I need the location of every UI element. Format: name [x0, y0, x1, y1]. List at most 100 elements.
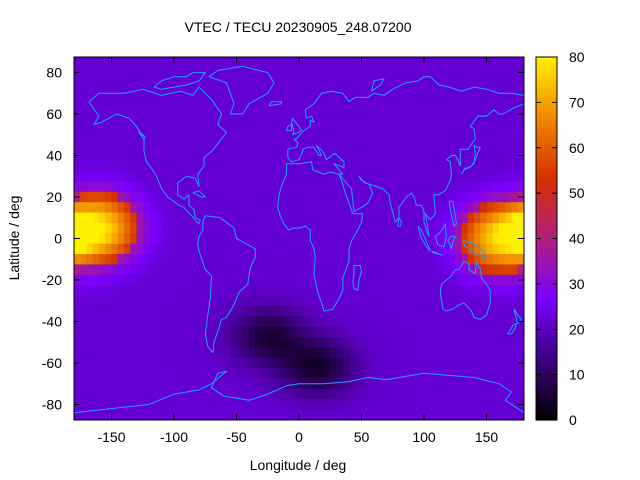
- heatmap-cell: [324, 150, 331, 162]
- heatmap-cell: [217, 171, 225, 183]
- heatmap-cell: [255, 295, 263, 307]
- colorbar-tick-label: 80: [569, 49, 585, 65]
- heatmap-cell: [349, 254, 356, 266]
- heatmap-cell: [249, 191, 256, 203]
- heatmap-cell: [230, 150, 238, 162]
- heatmap-cell: [205, 139, 213, 151]
- heatmap-cell: [349, 357, 356, 369]
- heatmap-cell: [149, 77, 156, 89]
- heatmap-cell: [311, 150, 319, 162]
- heatmap-cell: [267, 160, 275, 172]
- heatmap-cell: [130, 150, 138, 162]
- heatmap-cell: [330, 160, 338, 172]
- heatmap-cell: [436, 378, 444, 390]
- heatmap-cell: [280, 171, 288, 183]
- heatmap-cell: [130, 202, 138, 214]
- heatmap-cell: [349, 295, 356, 307]
- heatmap-cell: [286, 388, 294, 400]
- heatmap-cell: [217, 295, 225, 307]
- colorbar-segment: [536, 414, 557, 418]
- heatmap-cell: [467, 368, 475, 380]
- heatmap-cell: [330, 378, 338, 390]
- heatmap-cell: [242, 316, 250, 328]
- heatmap-cell: [124, 139, 131, 151]
- heatmap-cell: [155, 357, 163, 369]
- heatmap-cell: [117, 191, 125, 203]
- heatmap-cell: [117, 77, 125, 89]
- heatmap-cell: [324, 243, 331, 255]
- heatmap-cell: [99, 316, 106, 328]
- colorbar-segment: [536, 93, 557, 97]
- heatmap-cell: [424, 243, 431, 255]
- heatmap-cell: [386, 160, 394, 172]
- heatmap-cell: [286, 368, 294, 380]
- colorbar-segment: [536, 66, 557, 70]
- heatmap-cell: [130, 368, 138, 380]
- heatmap-cell: [80, 305, 88, 317]
- heatmap-cell: [367, 254, 375, 266]
- heatmap-cell: [86, 305, 94, 317]
- heatmap-cell: [74, 368, 81, 380]
- heatmap-cell: [136, 202, 144, 214]
- heatmap-cell: [492, 285, 500, 297]
- heatmap-cell: [317, 212, 325, 224]
- heatmap-cell: [392, 88, 400, 100]
- heatmap-cell: [505, 337, 513, 348]
- heatmap-cell: [411, 108, 419, 120]
- heatmap-cell: [130, 139, 138, 151]
- heatmap-cell: [174, 98, 181, 110]
- heatmap-cell: [167, 139, 175, 151]
- heatmap-cell: [292, 129, 300, 141]
- colorbar-segment: [536, 339, 557, 343]
- heatmap-cell: [299, 295, 306, 307]
- heatmap-cell: [436, 202, 444, 214]
- heatmap-cell: [492, 108, 500, 120]
- heatmap-cell: [192, 191, 200, 203]
- heatmap-cell: [117, 388, 125, 400]
- heatmap-cell: [430, 212, 438, 224]
- heatmap-cell: [192, 57, 200, 68]
- heatmap-cell: [374, 191, 381, 203]
- heatmap-cell: [242, 274, 250, 286]
- heatmap-cell: [155, 98, 163, 110]
- heatmap-cell: [274, 212, 281, 224]
- heatmap-cell: [299, 274, 306, 286]
- heatmap-cell: [224, 243, 231, 255]
- heatmap-cell: [399, 243, 406, 255]
- heatmap-cell: [255, 316, 263, 328]
- heatmap-cell: [449, 160, 456, 172]
- heatmap-cell: [111, 326, 119, 338]
- heatmap-cell: [80, 108, 88, 120]
- heatmap-cell: [380, 409, 388, 420]
- heatmap-cell: [249, 67, 256, 79]
- heatmap-cell: [367, 357, 375, 369]
- heatmap-cell: [124, 119, 131, 131]
- heatmap-cell: [299, 160, 306, 172]
- colorbar-segment: [536, 360, 557, 364]
- heatmap-cell: [267, 119, 275, 131]
- heatmap-cell: [392, 98, 400, 110]
- heatmap-cell: [99, 191, 106, 203]
- heatmap-cell: [455, 378, 463, 390]
- heatmap-cell: [324, 316, 331, 328]
- heatmap-cell: [217, 399, 225, 411]
- heatmap-cell: [292, 77, 300, 89]
- heatmap-cell: [230, 264, 238, 276]
- heatmap-cell: [349, 98, 356, 110]
- heatmap-cell: [399, 88, 406, 100]
- heatmap-cell: [436, 233, 444, 245]
- heatmap-cell: [330, 316, 338, 328]
- heatmap-cell: [367, 129, 375, 141]
- heatmap-cell: [474, 285, 481, 297]
- heatmap-cell: [349, 139, 356, 151]
- heatmap-cell: [511, 347, 519, 359]
- heatmap-cell: [311, 67, 319, 79]
- heatmap-cell: [499, 171, 506, 183]
- heatmap-cell: [130, 388, 138, 400]
- heatmap-cell: [117, 98, 125, 110]
- heatmap-cell: [486, 212, 494, 224]
- heatmap-cell: [392, 160, 400, 172]
- heatmap-cell: [149, 57, 156, 68]
- heatmap-cell: [299, 409, 306, 420]
- heatmap-cell: [499, 233, 506, 245]
